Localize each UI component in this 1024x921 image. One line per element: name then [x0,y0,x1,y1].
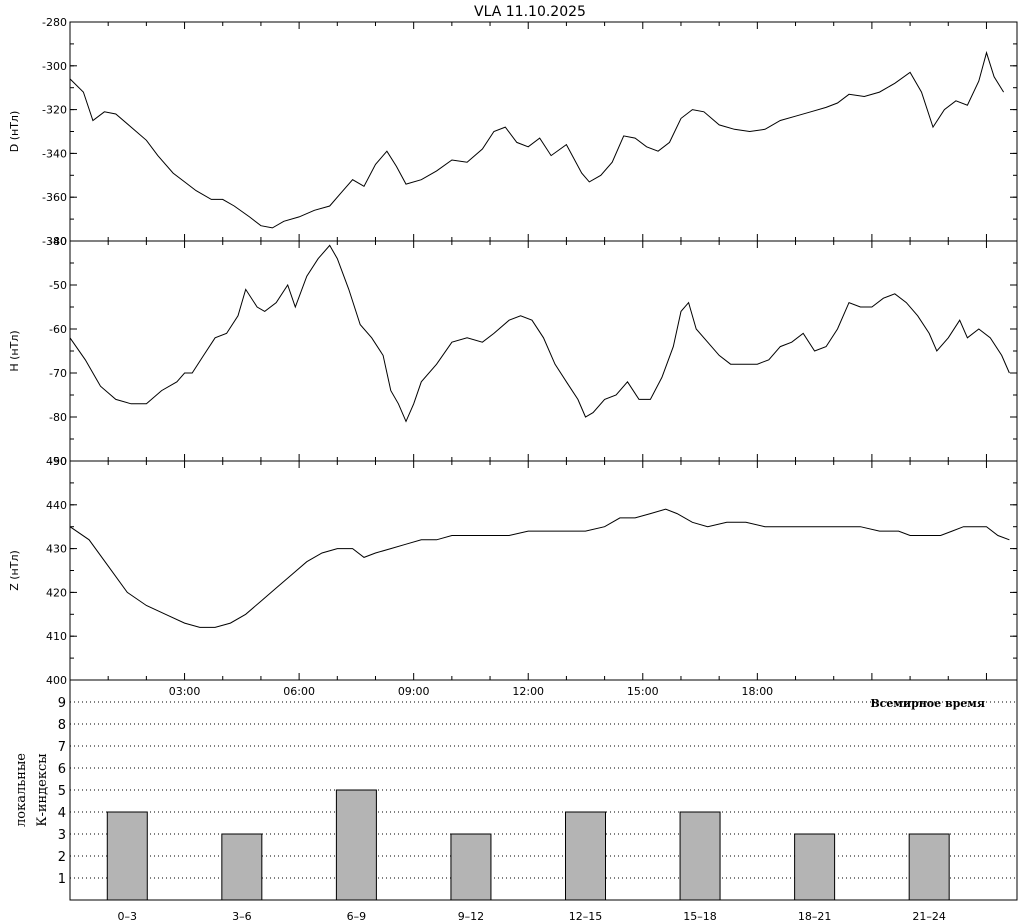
panel-frame [69,21,1018,242]
k-index-bar [794,833,836,901]
category-label: 15–18 [683,910,717,921]
y-tick-label: -50 [49,279,67,292]
time-tick-label: 03:00 [169,685,201,698]
k-index-bar [908,833,950,901]
k-index-bar [221,833,263,901]
k-index-bar [565,811,607,901]
category-label: 6–9 [347,910,367,921]
y-tick-label: -40 [49,235,67,248]
y-tick-label: -60 [49,323,67,336]
y-tick-label: 1 [58,872,66,887]
series-line [69,50,1005,229]
y-tick-label: 5 [58,784,66,799]
y-axis-label: D (нТл) [8,111,21,153]
y-axis-label: Z (нТл) [8,550,21,591]
k-index-bar [679,811,721,901]
y-axis-label: локальные [14,753,29,827]
k-index-bar [335,789,377,901]
y-tick-label: -340 [42,147,67,160]
x-axis-label: Всемирное время [870,697,985,710]
y-tick-label: -300 [42,60,67,73]
y-axis-label: К-индексы [35,753,50,826]
y-tick-label: 410 [46,630,67,643]
panel-3: 400 410 420 430 440 450 Z (нТл) [8,455,1018,687]
y-tick-label: -360 [42,191,67,204]
y-tick-label: 3 [58,828,66,843]
y-tick-label: 420 [46,586,67,599]
y-tick-label: 4 [58,806,66,821]
time-tick-label: 12:00 [512,685,544,698]
panel-frame [69,240,1018,462]
y-tick-label: -280 [42,16,67,29]
category-label: 21–24 [912,910,946,921]
y-tick-label: 7 [58,740,66,755]
k-index-bar [106,811,148,901]
y-tick-label: 430 [46,543,67,556]
time-tick-label: 06:00 [283,685,315,698]
chart-title: VLA 11.10.2025 [474,4,586,20]
y-tick-label: -380 [42,235,67,248]
series-line [69,508,1010,628]
y-tick-label: 8 [58,718,66,733]
y-tick-label: 6 [58,762,66,777]
y-tick-label: 400 [46,674,67,687]
y-tick-label: -90 [49,455,67,468]
category-label: 9–12 [458,910,485,921]
time-tick-label: 09:00 [398,685,430,698]
y-axis-label: H (нТл) [8,330,21,371]
y-tick-label: 440 [46,499,67,512]
y-tick-label: -80 [49,411,67,424]
y-tick-label: 9 [58,696,66,711]
y-tick-label: 450 [46,455,67,468]
time-tick-label: 15:00 [627,685,659,698]
category-label: 12–15 [569,910,603,921]
panel-k-index: 03:00 06:00 09:00 12:00 15:00 18:00 Всемирное … [14,679,1018,921]
panel-1: -380 -360 -340 -320 -300 -280 D (нТл) [8,16,1018,248]
panel-2: -90 -80 -70 -60 -50 -40 H (нТл) [8,235,1018,468]
y-tick-label: -320 [42,104,67,117]
y-tick-label: -70 [49,367,67,380]
category-label: 18–21 [798,910,832,921]
y-tick-label: 2 [58,850,66,865]
series-line [69,244,1010,423]
category-label: 3–6 [232,910,252,921]
k-index-bar [450,833,492,901]
time-tick-label: 18:00 [741,685,773,698]
panel-frame [69,460,1018,681]
category-label: 0–3 [118,910,138,921]
